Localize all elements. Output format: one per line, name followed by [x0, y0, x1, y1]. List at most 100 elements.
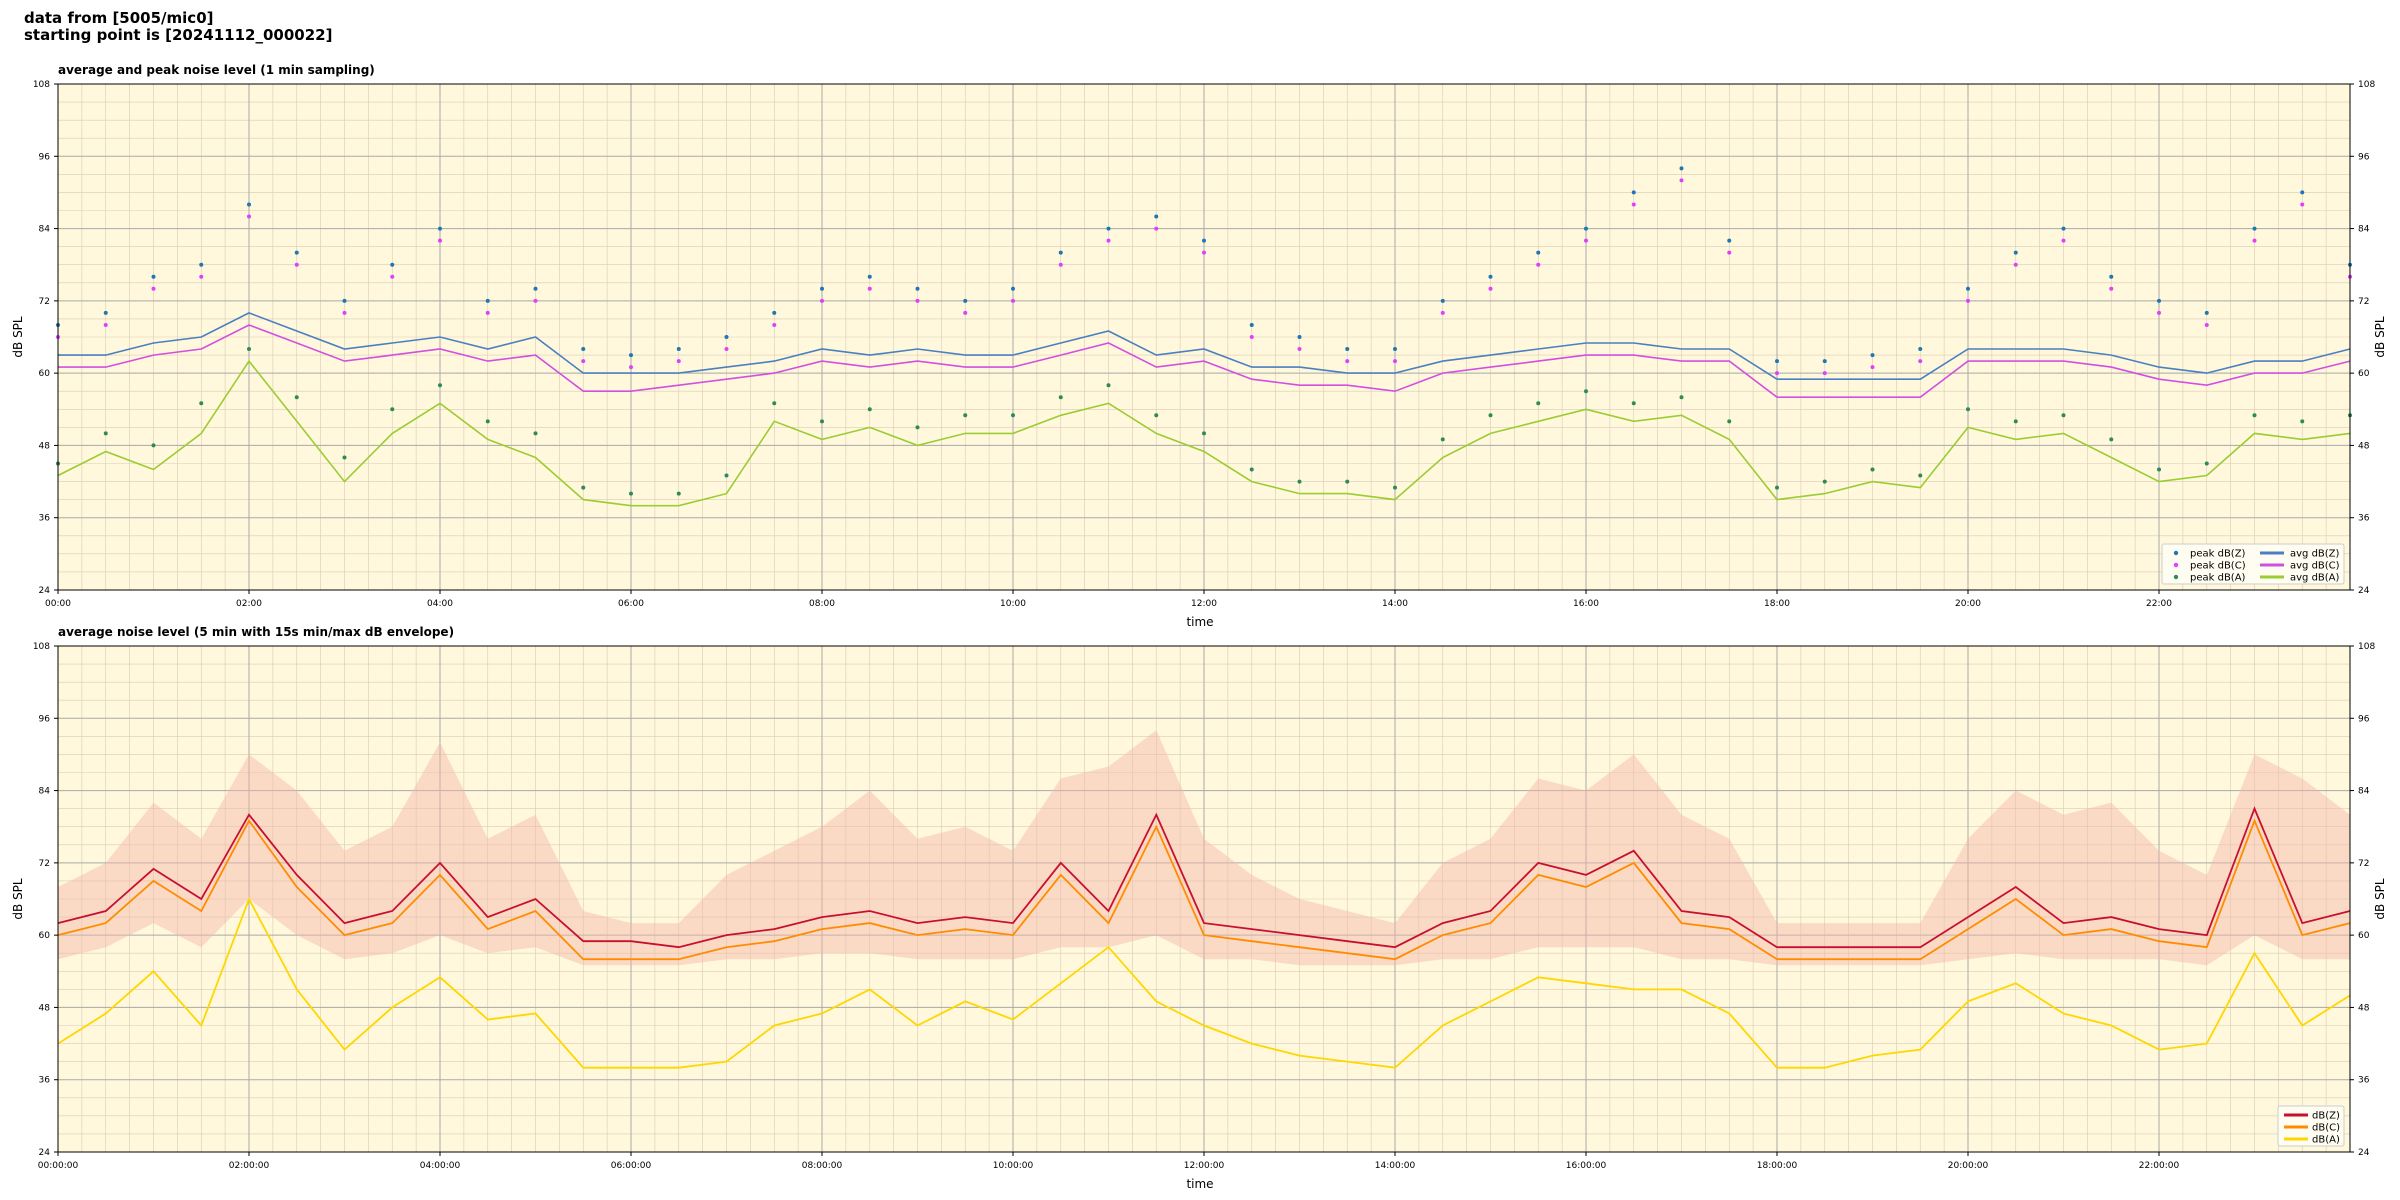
x-tick-label: 18:00 [1764, 599, 1790, 609]
x-tick-label: 10:00 [1000, 599, 1026, 609]
y-tick-label: 72 [2358, 297, 2369, 307]
y-tick-label: 84 [39, 225, 51, 235]
data-point [1154, 413, 1159, 418]
data-point [1918, 359, 1923, 364]
chart-title: average noise level (5 min with 15s min/… [58, 625, 454, 639]
x-axis-label: time [1186, 615, 1213, 629]
data-point [1727, 250, 1732, 255]
data-point [1631, 401, 1636, 406]
data-point [294, 262, 299, 267]
data-point [1011, 413, 1015, 418]
data-point [438, 226, 442, 231]
data-point [1536, 250, 1541, 255]
data-point [485, 310, 490, 315]
data-point [247, 347, 251, 352]
x-tick-label: 00:00 [45, 599, 71, 609]
data-point [1488, 274, 1493, 279]
series-line-db-z- [57, 806, 2351, 949]
data-point [199, 401, 204, 406]
y-tick-label: 48 [39, 441, 51, 451]
data-point [438, 238, 442, 243]
legend-marker [2173, 550, 2179, 556]
data-point [1822, 371, 1827, 376]
data-point [2157, 310, 2161, 315]
y-tick-label: 36 [2358, 1076, 2370, 1086]
x-tick-label: 02:00 [236, 599, 262, 609]
figure-header: data from [5005/mic0] starting point is … [24, 10, 332, 44]
y-tick-label: 108 [2358, 80, 2375, 90]
data-point [724, 473, 729, 478]
x-tick-label: 16:00 [1573, 599, 1599, 609]
data-point [1345, 347, 1350, 352]
data-point [629, 353, 633, 358]
data-point [820, 419, 824, 424]
data-point [963, 413, 968, 418]
data-point [1918, 473, 1923, 478]
y-axis-label-right: dB SPL [2373, 878, 2387, 920]
data-point [820, 286, 824, 291]
y-tick-label: 108 [33, 642, 50, 652]
series-line-avg-db-z- [58, 312, 2351, 380]
x-tick-label: 16:00:00 [1566, 1161, 1607, 1171]
data-point [1058, 395, 1063, 400]
data-point [247, 214, 251, 219]
data-point [103, 310, 108, 315]
data-point [103, 322, 108, 327]
data-point [1631, 202, 1636, 207]
legend-label: avg dB(C) [2290, 561, 2340, 572]
data-point [1440, 310, 1445, 315]
y-tick-label: 84 [39, 787, 51, 797]
data-point [2013, 250, 2018, 255]
data-point [1154, 226, 1159, 231]
data-point [1058, 262, 1063, 267]
y-tick-label: 96 [39, 152, 51, 162]
data-point [342, 298, 347, 303]
chart-panel-peak-avg: average and peak noise level (1 min samp… [11, 63, 2387, 629]
data-point [629, 491, 633, 496]
data-point [390, 262, 395, 267]
header-source-line: data from [5005/mic0] [24, 9, 214, 27]
data-point [581, 359, 586, 364]
data-point [772, 310, 777, 315]
data-point [2061, 413, 2066, 418]
chart-title: average and peak noise level (1 min samp… [58, 63, 375, 77]
data-point [1297, 347, 1302, 352]
data-point [533, 431, 538, 436]
data-point [915, 286, 920, 291]
x-tick-label: 18:00:00 [1757, 1161, 1798, 1171]
x-tick-label: 12:00:00 [1184, 1161, 1225, 1171]
data-point [963, 310, 968, 315]
legend-label: dB(Z) [2312, 1111, 2340, 1122]
data-point [342, 310, 347, 315]
y-tick-label: 108 [33, 80, 50, 90]
data-point [247, 202, 251, 207]
data-point [151, 443, 156, 448]
data-point [533, 298, 538, 303]
data-point [1488, 413, 1493, 418]
data-point [1775, 359, 1779, 364]
data-point [2300, 202, 2305, 207]
data-point [1297, 479, 1302, 484]
y-tick-label: 60 [2358, 369, 2370, 379]
data-point [2204, 310, 2209, 315]
data-point [390, 407, 395, 412]
series-points-peak-db-z- [56, 166, 2352, 364]
data-point [199, 274, 204, 279]
chart-panel-envelope: average noise level (5 min with 15s min/… [11, 625, 2387, 1191]
data-point [915, 298, 920, 303]
header-start-line: starting point is [20241112_000022] [24, 26, 333, 44]
data-point [1631, 190, 1636, 195]
y-tick-label: 60 [39, 369, 51, 379]
data-point [1918, 347, 1923, 352]
data-point [1536, 262, 1541, 267]
series-line-avg-db-c- [58, 324, 2351, 398]
y-tick-label: 60 [2358, 931, 2370, 941]
y-tick-label: 96 [39, 714, 51, 724]
data-point [2300, 190, 2305, 195]
x-tick-label: 06:00 [618, 599, 644, 609]
data-point [485, 298, 490, 303]
series-points-peak-db-a- [56, 347, 2352, 496]
data-point [2204, 461, 2209, 466]
data-point [1870, 467, 1875, 472]
legend-label: dB(A) [2312, 1135, 2340, 1146]
